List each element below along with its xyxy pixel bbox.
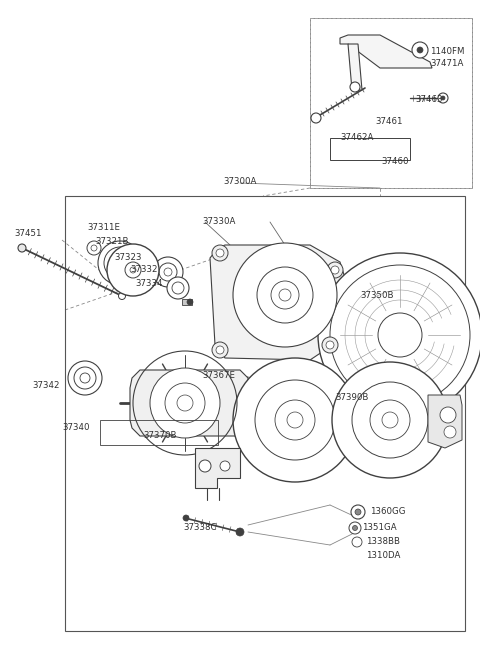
Circle shape	[438, 93, 448, 103]
Polygon shape	[340, 35, 432, 68]
Text: 37367E: 37367E	[202, 370, 235, 380]
Circle shape	[370, 400, 410, 440]
Text: 37370B: 37370B	[143, 430, 177, 439]
Circle shape	[417, 47, 423, 53]
Circle shape	[322, 337, 338, 353]
Circle shape	[104, 247, 136, 279]
Circle shape	[187, 299, 193, 305]
Circle shape	[255, 380, 335, 460]
Circle shape	[74, 367, 96, 389]
Bar	[100, 420, 218, 445]
Text: 37390B: 37390B	[335, 393, 368, 402]
Circle shape	[216, 346, 224, 354]
Text: 37323: 37323	[114, 253, 142, 262]
Polygon shape	[428, 395, 462, 448]
Circle shape	[275, 400, 315, 440]
Circle shape	[164, 268, 172, 276]
Text: 37460: 37460	[381, 158, 409, 167]
Text: 37342: 37342	[32, 380, 60, 389]
Text: 37338C: 37338C	[183, 523, 216, 533]
Polygon shape	[130, 370, 248, 436]
Circle shape	[331, 266, 339, 274]
Text: 1360GG: 1360GG	[370, 508, 406, 516]
Circle shape	[440, 407, 456, 423]
Bar	[65, 196, 465, 631]
Circle shape	[257, 267, 313, 323]
Circle shape	[355, 509, 361, 515]
Text: 1310DA: 1310DA	[366, 551, 400, 561]
Circle shape	[220, 461, 230, 471]
Circle shape	[382, 412, 398, 428]
Circle shape	[412, 42, 428, 58]
Text: 37332: 37332	[130, 266, 157, 275]
Text: 37334: 37334	[135, 279, 163, 288]
Text: 37462A: 37462A	[340, 133, 373, 143]
Circle shape	[233, 243, 337, 347]
Circle shape	[107, 244, 159, 296]
Polygon shape	[210, 245, 345, 360]
Circle shape	[125, 262, 141, 278]
Circle shape	[91, 245, 97, 251]
Bar	[310, 18, 472, 188]
Bar	[310, 18, 472, 188]
Circle shape	[330, 265, 470, 405]
Text: 37451: 37451	[14, 229, 41, 238]
Circle shape	[87, 241, 101, 255]
Text: 37463: 37463	[415, 96, 443, 105]
Circle shape	[212, 245, 228, 261]
Text: 37471A: 37471A	[430, 59, 463, 68]
Text: 1338BB: 1338BB	[366, 538, 400, 546]
Circle shape	[444, 426, 456, 438]
Circle shape	[332, 362, 448, 478]
Circle shape	[172, 282, 184, 294]
Circle shape	[271, 281, 299, 309]
Text: 37350B: 37350B	[360, 290, 394, 299]
Circle shape	[352, 382, 428, 458]
Circle shape	[183, 515, 189, 521]
Circle shape	[112, 255, 128, 271]
Circle shape	[236, 528, 244, 536]
Circle shape	[279, 289, 291, 301]
Circle shape	[287, 412, 303, 428]
Circle shape	[159, 263, 177, 281]
Circle shape	[165, 383, 205, 423]
Polygon shape	[348, 44, 362, 90]
Text: 37461: 37461	[375, 117, 403, 126]
Circle shape	[350, 82, 360, 92]
Text: 37321B: 37321B	[95, 238, 129, 247]
Circle shape	[153, 257, 183, 287]
Circle shape	[349, 522, 361, 534]
Text: 1351GA: 1351GA	[362, 523, 396, 533]
Circle shape	[212, 342, 228, 358]
Circle shape	[18, 244, 26, 252]
Circle shape	[199, 460, 211, 472]
Circle shape	[441, 96, 445, 100]
Circle shape	[68, 361, 102, 395]
Text: 37311E: 37311E	[87, 223, 120, 232]
Circle shape	[311, 113, 321, 123]
Polygon shape	[195, 448, 240, 488]
Circle shape	[326, 341, 334, 349]
Bar	[330, 138, 410, 160]
Circle shape	[233, 358, 357, 482]
Polygon shape	[182, 299, 192, 305]
Circle shape	[80, 373, 90, 383]
Circle shape	[119, 292, 125, 299]
Circle shape	[150, 368, 220, 438]
Circle shape	[352, 525, 358, 531]
Text: 1140FM: 1140FM	[430, 48, 465, 57]
Circle shape	[352, 537, 362, 547]
Text: 37330A: 37330A	[202, 217, 235, 227]
Circle shape	[318, 253, 480, 417]
Circle shape	[327, 262, 343, 278]
Circle shape	[177, 395, 193, 411]
Text: 37300A: 37300A	[223, 178, 257, 186]
Text: 37340: 37340	[62, 424, 89, 432]
Circle shape	[167, 277, 189, 299]
Circle shape	[378, 313, 422, 357]
Circle shape	[130, 267, 136, 273]
Circle shape	[216, 249, 224, 257]
Circle shape	[98, 241, 142, 285]
Circle shape	[351, 505, 365, 519]
